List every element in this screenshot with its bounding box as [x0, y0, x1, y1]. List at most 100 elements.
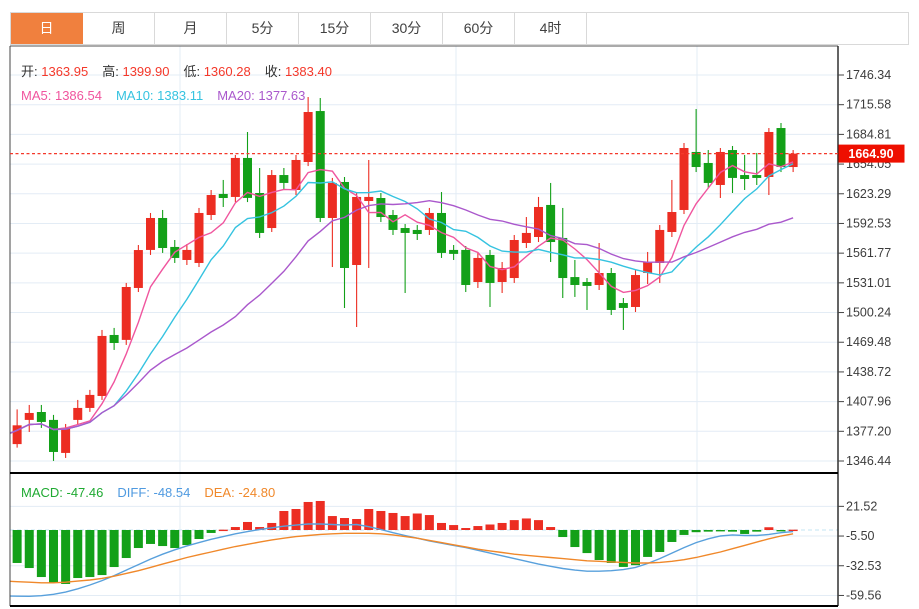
svg-text:1500.24: 1500.24	[846, 306, 891, 320]
tab-60min[interactable]: 60分	[443, 13, 515, 44]
panel-borders	[9, 45, 839, 607]
tab-week[interactable]: 周	[83, 13, 155, 44]
candle	[376, 198, 386, 218]
macd-bar	[36, 530, 46, 578]
macd-bar	[388, 512, 398, 530]
macd-bar	[631, 530, 640, 566]
candle	[36, 412, 46, 422]
tab-15min[interactable]: 15分	[299, 13, 371, 44]
tab-day[interactable]: 日	[11, 13, 83, 44]
candle	[121, 287, 131, 340]
macd-bar	[546, 527, 556, 530]
svg-text:1664.90: 1664.90	[848, 147, 893, 161]
svg-text:1623.29: 1623.29	[846, 187, 891, 201]
candle	[400, 228, 410, 233]
tab-4hour[interactable]: 4时	[515, 13, 587, 44]
macd-bar	[521, 518, 531, 530]
candle	[570, 277, 580, 285]
candle	[412, 229, 422, 235]
macd-bar	[606, 530, 616, 563]
candle	[594, 273, 604, 285]
open-label: 开:	[21, 64, 42, 79]
candle	[49, 419, 58, 452]
macd-bar	[61, 530, 71, 584]
macd-bar	[740, 530, 750, 534]
candle	[691, 151, 701, 168]
candle	[461, 249, 471, 285]
candle	[703, 162, 713, 183]
macd-bar	[1, 530, 10, 557]
macd-bar	[582, 530, 592, 554]
ma20-line	[10, 199, 794, 435]
macd-label: MACD:	[21, 485, 67, 500]
macd-bar	[437, 522, 446, 530]
macd-bar	[558, 530, 568, 538]
candle	[182, 249, 192, 260]
price-marker-badge	[838, 144, 905, 163]
macd-bar	[133, 530, 143, 549]
candle	[643, 262, 653, 274]
macd-bar	[303, 501, 313, 530]
svg-text:1531.01: 1531.01	[846, 276, 891, 290]
candle	[473, 257, 483, 282]
tab-5min[interactable]: 5分	[227, 13, 299, 44]
dea-value: -24.80	[238, 485, 276, 500]
macd-bar	[618, 530, 628, 567]
ohlc-info: 开: 1363.95 高: 1399.90 低: 1360.28 收: 1383.40	[21, 61, 346, 80]
macd-bar	[170, 530, 180, 549]
macd-bar	[594, 530, 604, 561]
tab-30min[interactable]: 30分	[371, 13, 443, 44]
candle	[291, 159, 301, 190]
svg-text:1407.96: 1407.96	[846, 395, 891, 409]
macd-bar	[776, 530, 786, 532]
macd-bar	[691, 530, 701, 533]
macd-bar	[655, 530, 665, 552]
candle	[61, 427, 71, 453]
candle	[109, 334, 119, 343]
low-value: 1360.28	[203, 64, 251, 79]
candle	[655, 229, 665, 263]
macd-bar	[473, 526, 483, 530]
macd-bar	[327, 516, 337, 530]
candle	[303, 112, 313, 163]
macd-bar	[218, 529, 228, 532]
candle	[618, 303, 628, 308]
macd-bar	[703, 530, 713, 532]
candle	[315, 111, 325, 218]
svg-text:1346.44: 1346.44	[846, 454, 891, 468]
macd-bar	[497, 522, 507, 530]
candle	[667, 212, 677, 232]
candle	[582, 281, 592, 286]
ma10-label: MA10:	[115, 88, 158, 103]
candle	[497, 267, 507, 282]
svg-text:1715.58: 1715.58	[846, 98, 891, 112]
ohlc-high: 高: 1399.90	[102, 64, 169, 79]
open-value: 1363.95	[41, 64, 89, 79]
candle	[364, 196, 374, 202]
candle	[752, 175, 762, 178]
low-label: 低:	[183, 64, 204, 79]
macd-bar	[24, 530, 34, 569]
candle	[73, 407, 83, 420]
candle	[534, 206, 543, 238]
ma-info: MA5: 1386.54 MA10: 1383.11 MA20: 1377.63	[21, 88, 319, 103]
candle	[679, 148, 689, 210]
tab-month[interactable]: 月	[155, 13, 227, 44]
svg-text:-32.53: -32.53	[846, 559, 881, 573]
candle	[424, 212, 434, 230]
candle	[24, 412, 34, 420]
timeframe-tabbar: 日周月 5分 15分 30分 60分 4时	[10, 12, 909, 45]
current-price-marker: 1664.90	[10, 144, 905, 163]
macd-bar	[376, 510, 386, 530]
macd-bar	[73, 530, 83, 579]
ma-ma10: MA10: 1383.11	[116, 88, 203, 103]
diff-line	[10, 523, 794, 598]
macd-bar	[340, 518, 349, 530]
macd-bar	[509, 520, 519, 530]
macd-value: -47.46	[66, 485, 104, 500]
price-axis: 1746.341715.581684.811654.051623.291592.…	[838, 68, 891, 468]
macd-bar	[788, 529, 798, 532]
svg-text:-59.56: -59.56	[846, 588, 881, 602]
candle	[97, 335, 107, 396]
